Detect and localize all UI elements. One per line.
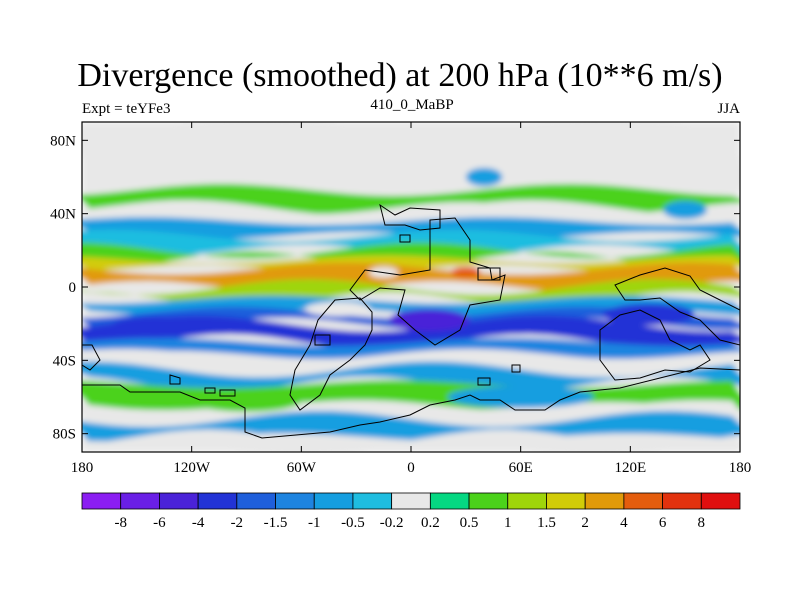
season-label: JJA (717, 101, 740, 117)
colorbar-label: 4 (620, 515, 628, 531)
colorbar-box (159, 492, 199, 510)
colorbar-box (236, 492, 276, 510)
run-label: 410_0_MaBP (370, 97, 454, 113)
experiment-label: Expt = teYFe3 (82, 101, 171, 117)
divergence-band (82, 217, 740, 240)
colorbar-label: 1 (504, 515, 512, 531)
colorbar-box (662, 492, 702, 510)
x-tick-label: 180 (71, 460, 94, 476)
divergence-band (82, 400, 740, 425)
x-tick-label: 180 (729, 460, 752, 476)
divergence-band (82, 122, 740, 194)
colorbar-box (429, 492, 470, 510)
y-tick-label: 0 (69, 280, 77, 296)
x-tick-label: 120E (614, 460, 646, 476)
divergence-cell (465, 167, 503, 187)
divergence-cell (389, 309, 470, 331)
colorbar-box (507, 492, 547, 510)
divergence-cell (451, 266, 481, 278)
colorbar-label: -8 (114, 515, 127, 531)
colorbar-label: 0.2 (421, 515, 440, 531)
divergence-band (82, 338, 740, 359)
coastlines (82, 203, 740, 439)
colorbar-box (313, 492, 354, 510)
divergence-cell (109, 316, 201, 339)
divergence-band (82, 361, 740, 393)
colorbar-box (391, 492, 431, 510)
colorbar: -8 -6 -4 -2 -1.5 -1 -0.5 -0.2 0.2 0.5 1 1.5 2 4 6 8 (81, 492, 741, 531)
x-tick-label: 0 (407, 460, 415, 476)
colorbar-label: -6 (153, 515, 166, 531)
colorbar-box (546, 492, 586, 510)
colorbar-label: 8 (698, 515, 706, 531)
divergence-cell (191, 389, 302, 412)
divergence-cell (304, 301, 371, 317)
colorbar-label: 6 (659, 515, 667, 531)
colorbar-box (352, 492, 393, 510)
divergence-band (82, 306, 740, 330)
colorbar-label: 2 (581, 515, 589, 531)
y-tick-label: 40S (53, 353, 76, 369)
colorbar-label: 0.5 (460, 515, 479, 531)
colorbar-box (81, 492, 122, 510)
divergence-band (82, 433, 740, 452)
colorbar-label: 1.5 (537, 515, 556, 531)
colorbar-label: -1.5 (264, 515, 288, 531)
x-tick-label: 120W (173, 460, 211, 476)
colorbar-label: -4 (192, 515, 205, 531)
divergence-band (82, 242, 740, 268)
chart-title: Divergence (smoothed) at 200 hPa (10**6 … (77, 57, 723, 94)
colorbar-box (468, 492, 509, 510)
divergence-band (82, 315, 740, 350)
colorbar-label: -1 (308, 515, 321, 531)
x-tick-label: 60W (287, 460, 317, 476)
divergence-cell (447, 386, 594, 408)
divergence-cell (663, 200, 708, 220)
divergence-field (82, 122, 740, 452)
colorbar-label: -2 (231, 515, 244, 531)
y-tick-label: 40N (50, 207, 76, 223)
x-tick-label: 60E (509, 460, 533, 476)
y-tick-label: 80N (50, 133, 76, 149)
colorbar-box (584, 492, 625, 510)
divergence-band (82, 255, 740, 273)
y-tick-label: 80S (53, 427, 76, 443)
colorbar-label: -0.2 (380, 515, 404, 531)
colorbar-box (623, 492, 663, 510)
colorbar-box (700, 492, 741, 510)
colorbar-box (275, 492, 315, 510)
colorbar-box (120, 492, 160, 510)
colorbar-label: -0.5 (341, 515, 365, 531)
colorbar-box (197, 492, 238, 510)
